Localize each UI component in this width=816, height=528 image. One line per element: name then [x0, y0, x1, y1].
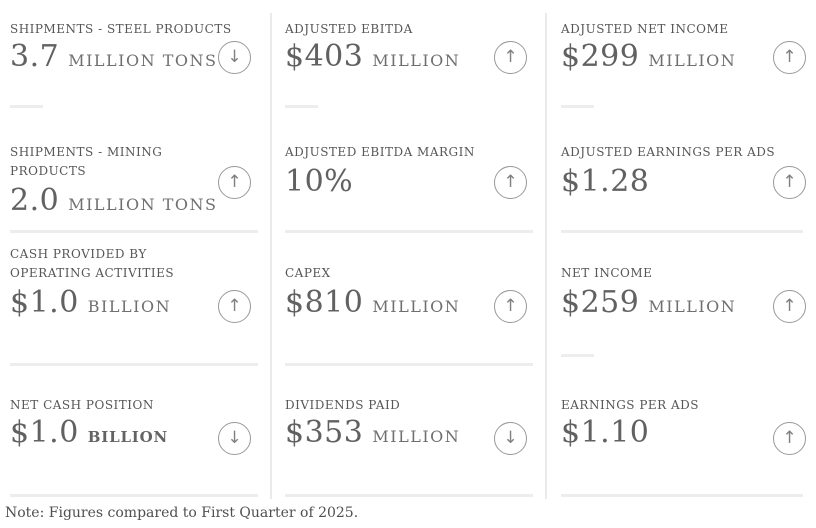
circle-arrow-up-icon: ↑ [218, 166, 251, 199]
metric-value-row: $1.10 [561, 415, 816, 450]
card-shipments-steel-products: SHIPMENTS - STEEL PRODUCTS 3.7 MILLION T… [0, 0, 271, 130]
card-earnings-per-ads: EARNINGS PER ADS $1.10 ↑ [546, 380, 816, 498]
metric-value: $1.0 [10, 285, 79, 321]
metric-unit: MILLION TONS [68, 195, 218, 215]
metric-value-row: $1.28 [561, 164, 816, 199]
metric-label: DIVIDENDS PAID [285, 398, 401, 412]
metric-label: NET INCOME [561, 265, 653, 280]
column-divider [545, 13, 547, 499]
metric-unit: MILLION [372, 427, 461, 447]
metric-value: $353 [285, 415, 364, 451]
metric-unit: MILLION TONS [68, 51, 218, 71]
card-dividends-paid: DIVIDENDS PAID $353 MILLION ↓ [271, 380, 546, 498]
card-adjusted-ebitda-margin: ADJUSTED EBITDA MARGIN 10% ↑ [271, 130, 546, 240]
metric-value: $299 [561, 39, 640, 75]
circle-arrow-up-icon: ↑ [218, 290, 251, 323]
circle-arrow-up-icon: ↑ [773, 422, 806, 455]
metric-value-row: 3.7 MILLION TONS [10, 39, 271, 74]
card-cash-provided-by-operating-activities: CASH PROVIDED BY OPERATING ACTIVITIES $1… [0, 240, 271, 380]
metric-value-row: 10% [285, 164, 546, 199]
metric-label: CASH PROVIDED BY OPERATING ACTIVITIES [10, 247, 175, 281]
metric-value-row: $353 MILLION [285, 415, 546, 450]
metric-label: SHIPMENTS - STEEL PRODUCTS [10, 22, 232, 36]
card-adjusted-net-income: ADJUSTED NET INCOME $299 MILLION ↑ [546, 0, 816, 130]
circle-arrow-up-icon: ↑ [773, 41, 806, 74]
metric-label: ADJUSTED NET INCOME [561, 22, 729, 36]
dash-divider [285, 105, 318, 108]
circle-arrow-up-icon: ↑ [494, 290, 527, 323]
metric-value: 3.7 [10, 39, 60, 75]
metric-unit: MILLION [648, 51, 737, 71]
metric-label: ADJUSTED EBITDA MARGIN [285, 145, 475, 159]
card-adjusted-earnings-per-ads: ADJUSTED EARNINGS PER ADS $1.28 ↑ [546, 130, 816, 240]
row-divider [10, 363, 258, 366]
row-divider [10, 494, 258, 497]
metric-value: $1.0 [10, 415, 79, 451]
card-net-cash-position: NET CASH POSITION $1.0 BILLION ↓ [0, 380, 271, 498]
circle-arrow-down-icon: ↓ [218, 422, 251, 455]
metric-unit: MILLION [372, 51, 461, 71]
dash-divider [561, 354, 594, 357]
circle-arrow-up-icon: ↑ [773, 290, 806, 323]
metric-value-row: $403 MILLION [285, 39, 546, 74]
metric-unit: BILLION [87, 297, 172, 317]
circle-arrow-up-icon: ↑ [494, 41, 527, 74]
metric-label: CAPEX [285, 265, 331, 280]
metric-unit: MILLION [648, 297, 737, 316]
row-divider [10, 230, 258, 233]
metric-value: 2.0 [10, 183, 60, 219]
dash-divider [561, 105, 594, 108]
card-shipments-mining-products: SHIPMENTS - MINING PRODUCTS 2.0 MILLION … [0, 130, 271, 240]
metric-value-row: $1.0 BILLION [10, 285, 271, 320]
row-divider [285, 230, 533, 233]
dash-divider [10, 105, 43, 108]
metric-value-row: $1.0 BILLION [10, 415, 271, 450]
metric-value-row: 2.0 MILLION TONS [10, 183, 271, 218]
column-divider [270, 13, 272, 499]
metric-value: $810 [285, 285, 364, 320]
card-capex: CAPEX $810 MILLION ↑ [271, 240, 546, 380]
circle-arrow-up-icon: ↑ [494, 166, 527, 199]
metric-value-row: $259 MILLION [561, 285, 816, 320]
metric-value: 10% [285, 164, 354, 200]
metric-label: ADJUSTED EBITDA [285, 22, 413, 36]
metric-unit: MILLION [372, 297, 461, 316]
metric-value: $259 [561, 285, 640, 320]
metric-label: EARNINGS PER ADS [561, 398, 700, 412]
row-divider [285, 494, 533, 497]
comparison-note: Note: Figures compared to First Quarter … [5, 505, 359, 521]
metric-value-row: $810 MILLION [285, 285, 546, 320]
circle-arrow-down-icon: ↓ [218, 41, 251, 74]
circle-arrow-up-icon: ↑ [773, 166, 806, 199]
row-divider [561, 494, 803, 497]
metric-value-row: $299 MILLION [561, 39, 816, 74]
row-divider [561, 230, 803, 233]
card-adjusted-ebitda: ADJUSTED EBITDA $403 MILLION ↑ [271, 0, 546, 130]
row-divider [285, 363, 533, 366]
metric-label: SHIPMENTS - MINING PRODUCTS [10, 145, 163, 179]
metric-label: NET CASH POSITION [10, 398, 154, 412]
metric-unit: BILLION [87, 428, 168, 447]
metrics-grid: SHIPMENTS - STEEL PRODUCTS 3.7 MILLION T… [0, 0, 816, 498]
metric-value: $1.10 [561, 415, 650, 451]
circle-arrow-down-icon: ↓ [494, 422, 527, 455]
card-net-income: NET INCOME $259 MILLION ↑ [546, 240, 816, 380]
metric-value: $1.28 [561, 164, 650, 200]
metric-label: ADJUSTED EARNINGS PER ADS [561, 145, 776, 159]
metric-value: $403 [285, 39, 364, 75]
